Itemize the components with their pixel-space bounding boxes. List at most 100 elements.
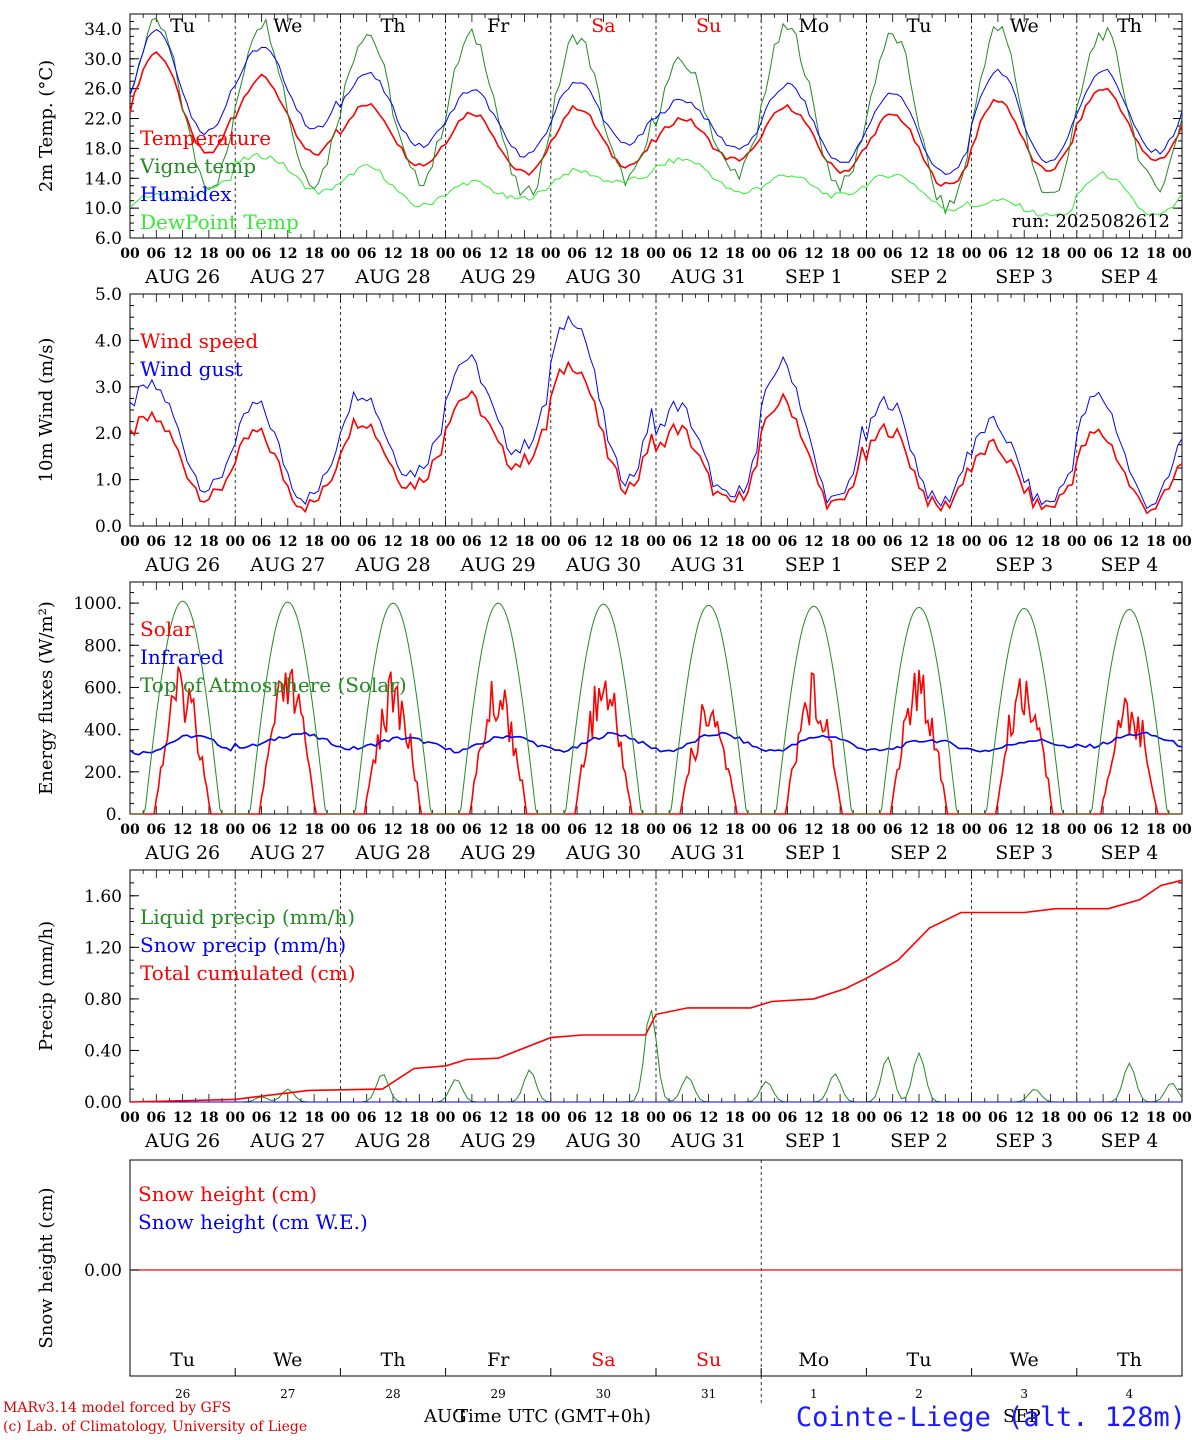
x-date-label: AUG 29 [460, 266, 536, 288]
x-hour-label: 06 [778, 1110, 797, 1126]
x-hour-label: 18 [830, 822, 849, 838]
x-hour-label: 18 [304, 246, 323, 262]
legend-entry: Snow precip (mm/h) [140, 933, 346, 957]
y-tick-label: 0.00 [84, 1261, 122, 1281]
x-hour-label: 06 [357, 246, 376, 262]
x-hour-label: 00 [962, 534, 982, 550]
day-of-month-label: 1 [810, 1387, 818, 1401]
x-hour-label: 00 [436, 534, 456, 550]
x-hour-label: 06 [883, 822, 902, 838]
x-hour-label: 06 [778, 822, 797, 838]
x-hour-label: 12 [1014, 246, 1033, 262]
x-hour-label: 06 [462, 534, 481, 550]
x-hour-label: 06 [147, 246, 166, 262]
legend-entry: Infrared [140, 645, 224, 669]
x-hour-label: 18 [1041, 246, 1060, 262]
x-hour-label: 12 [488, 1110, 507, 1126]
x-date-label: AUG 26 [144, 842, 220, 864]
x-date-label: SEP 2 [890, 554, 948, 576]
x-hour-label: 12 [909, 534, 928, 550]
x-date-label: SEP 1 [785, 1130, 843, 1152]
weekday-label: Su [696, 1349, 721, 1371]
x-hour-label: 18 [936, 1110, 955, 1126]
x-hour-label: 00 [120, 246, 140, 262]
x-date-label: AUG 29 [460, 842, 536, 864]
x-hour-label: 12 [804, 1110, 823, 1126]
x-hour-label: 18 [1146, 1110, 1165, 1126]
weekday-label: Sa [591, 15, 615, 37]
x-hour-label: 12 [278, 534, 297, 550]
weekday-label: Th [381, 1349, 406, 1371]
x-date-label: SEP 2 [890, 1130, 948, 1152]
x-hour-label: 00 [541, 534, 561, 550]
legend-entry: Snow height (cm W.E.) [138, 1210, 368, 1234]
x-hour-label: 06 [357, 1110, 376, 1126]
weekday-label: Th [381, 15, 406, 37]
x-hour-label: 00 [541, 1110, 561, 1126]
weekday-label: Mo [798, 15, 829, 37]
copyright-credit: (c) Lab. of Climatology, University of L… [3, 1419, 308, 1435]
x-date-label: SEP 3 [995, 1130, 1053, 1152]
series-line-total-cumulated-cm- [129, 879, 1183, 1103]
x-hour-label: 18 [304, 822, 323, 838]
y-tick-label: 2.0 [95, 424, 122, 444]
y-axis-label: Energy fluxes (W/m²) [36, 601, 57, 795]
series-line-wind-gust [129, 315, 1183, 510]
x-hour-label: 00 [331, 246, 351, 262]
x-date-label: AUG 30 [565, 842, 641, 864]
x-hour-label: 06 [252, 1110, 271, 1126]
x-hour-label: 06 [252, 246, 271, 262]
x-date-label: AUG 27 [249, 266, 325, 288]
x-hour-label: 12 [278, 1110, 297, 1126]
x-date-label: AUG 31 [670, 1130, 746, 1152]
weekday-label: Tu [170, 1349, 195, 1371]
series-line-top-of-atmosphere-solar- [130, 600, 1182, 815]
series-line-vigne-temp [129, 17, 1183, 215]
x-hour-label: 12 [1120, 246, 1139, 262]
x-hour-label: 18 [515, 534, 534, 550]
x-hour-label: 06 [252, 534, 271, 550]
x-hour-label: 00 [120, 534, 140, 550]
model-credit: MARv3.14 model forced by GFS [3, 1400, 232, 1416]
weekday-label: We [1010, 15, 1039, 37]
x-hour-label: 00 [1172, 1110, 1192, 1126]
weekday-label: We [1010, 1349, 1039, 1371]
x-date-label: SEP 1 [785, 266, 843, 288]
x-hour-label: 00 [1067, 1110, 1087, 1126]
x-hour-label: 00 [436, 246, 456, 262]
x-hour-label: 18 [515, 1110, 534, 1126]
x-date-label: SEP 2 [890, 842, 948, 864]
x-hour-label: 00 [541, 822, 561, 838]
month-label-sep: SEP [1003, 1406, 1041, 1427]
x-hour-label: 12 [909, 822, 928, 838]
weekday-label: Fr [487, 15, 510, 37]
x-hour-label: 18 [304, 534, 323, 550]
x-hour-label: 06 [462, 1110, 481, 1126]
x-hour-label: 18 [830, 246, 849, 262]
x-hour-label: 18 [830, 1110, 849, 1126]
y-tick-label: 14.0 [84, 169, 122, 189]
x-hour-label: 00 [225, 1110, 245, 1126]
x-hour-label: 06 [1093, 822, 1112, 838]
x-hour-label: 12 [699, 1110, 718, 1126]
y-tick-label: 1.60 [84, 887, 122, 907]
x-hour-label: 18 [620, 822, 639, 838]
x-hour-label: 00 [1172, 822, 1192, 838]
y-tick-label: 1000. [73, 594, 122, 614]
x-hour-label: 12 [804, 822, 823, 838]
x-date-label: SEP 3 [995, 266, 1053, 288]
x-hour-label: 12 [278, 822, 297, 838]
x-hour-label: 00 [646, 246, 666, 262]
x-hour-label: 00 [962, 1110, 982, 1126]
x-hour-label: 00 [646, 534, 666, 550]
x-hour-label: 18 [515, 822, 534, 838]
y-tick-label: 6.0 [95, 229, 122, 249]
x-hour-label: 00 [857, 822, 877, 838]
x-hour-label: 12 [1014, 822, 1033, 838]
x-hour-label: 18 [620, 534, 639, 550]
x-hour-label: 12 [1120, 534, 1139, 550]
x-hour-label: 00 [225, 534, 245, 550]
day-of-month-label: 30 [596, 1387, 611, 1401]
x-hour-label: 06 [147, 822, 166, 838]
x-hour-label: 18 [725, 246, 744, 262]
